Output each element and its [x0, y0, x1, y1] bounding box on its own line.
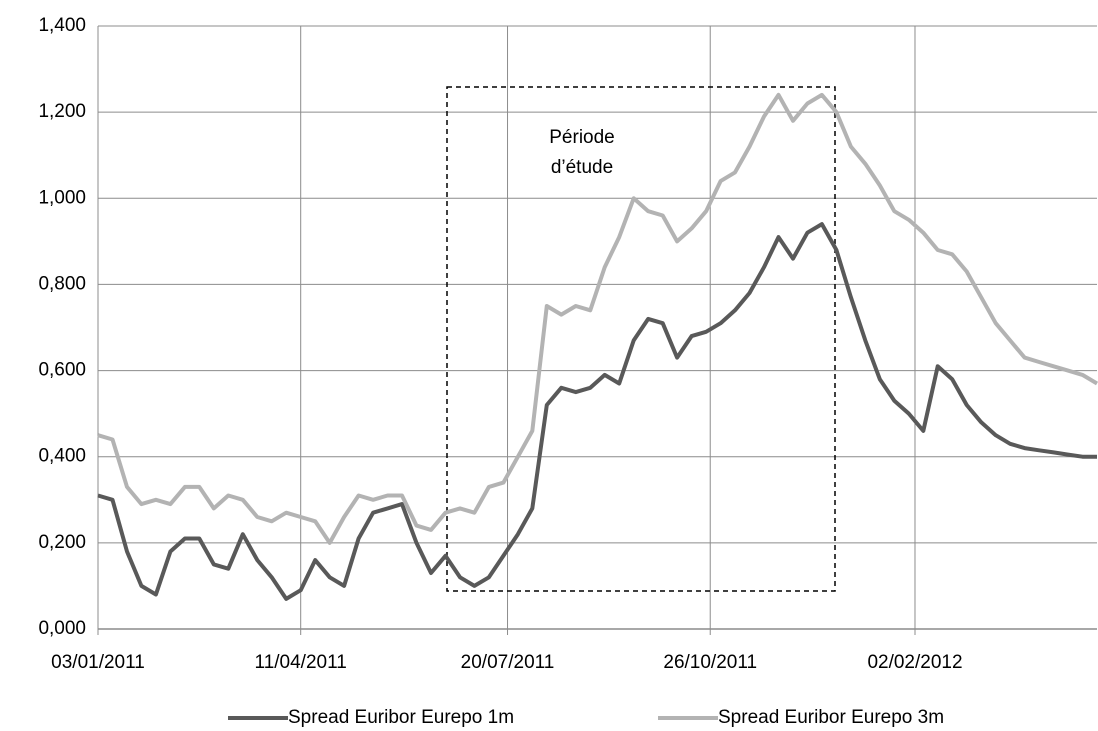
legend-label: Spread Euribor Eurepo 3m	[718, 707, 944, 728]
y-tick-label: 1,400	[38, 15, 86, 36]
x-tick-label: 20/07/2011	[461, 652, 555, 673]
x-tick-label: 11/04/2011	[255, 652, 347, 673]
legend-label: Spread Euribor Eurepo 1m	[288, 707, 514, 728]
study-period-box	[446, 86, 836, 592]
y-tick-label: 0,200	[38, 532, 86, 553]
annotation: Période d’étude	[549, 127, 615, 178]
y-tick-label: 0,600	[38, 360, 86, 381]
y-tick-label: 0,800	[38, 273, 86, 294]
grid	[97, 25, 1097, 630]
x-tick-label: 26/10/2011	[663, 652, 757, 673]
y-tick-label: 0,400	[38, 446, 86, 467]
y-tick-label: 1,200	[38, 101, 86, 122]
y-tick-label: 0,000	[38, 618, 86, 639]
x-tick-label: 02/02/2012	[867, 652, 962, 673]
x-tick-label: 03/01/2011	[51, 652, 145, 673]
series-line	[97, 222, 1097, 601]
y-tick-label: 1,000	[38, 187, 86, 208]
series-line	[97, 92, 1098, 545]
